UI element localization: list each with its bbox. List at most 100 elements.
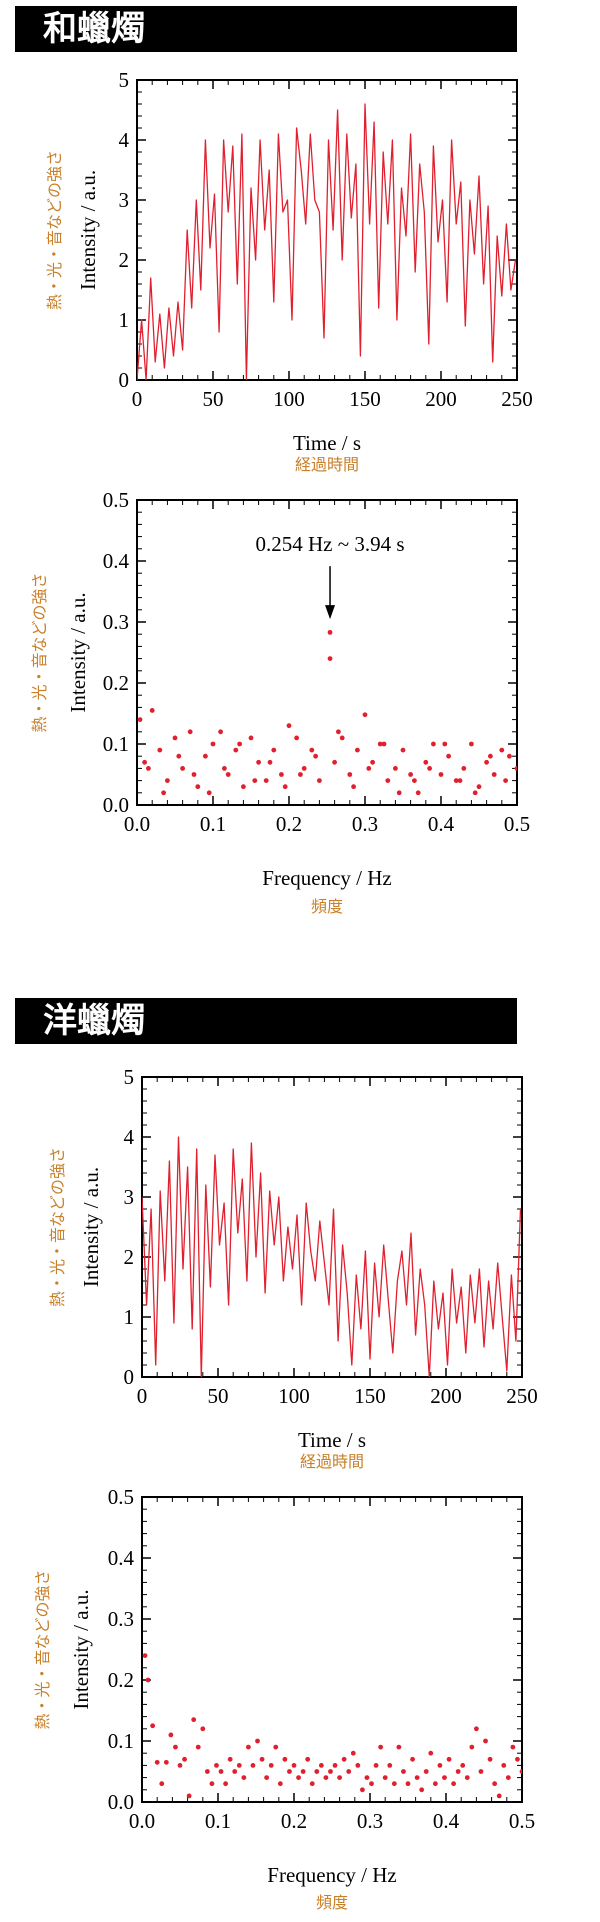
data-point [501, 1763, 507, 1768]
x-axis-label-jp: 頻度 [316, 1893, 348, 1912]
data-point [496, 1793, 502, 1799]
x-tick-label: 250 [506, 1384, 538, 1408]
data-point [505, 1775, 511, 1780]
data-point [296, 1775, 301, 1780]
y-tick-label: 2 [119, 248, 130, 272]
data-point [437, 1763, 443, 1768]
data-point [165, 778, 170, 783]
data-point [499, 747, 505, 753]
peak-arrow-head [325, 605, 336, 620]
data-point [282, 1756, 288, 1762]
x-axis-label-jp: 経過時間 [300, 1452, 364, 1471]
data-point [172, 735, 178, 741]
y-tick-label: 0.3 [103, 610, 129, 634]
series-line [142, 1136, 522, 1377]
data-point [209, 1781, 215, 1787]
x-axis-label: Time / s [298, 1428, 366, 1452]
x-axis-label: Time / s [293, 431, 361, 455]
data-point [286, 723, 292, 729]
y-tick-label: 0.0 [108, 1790, 134, 1814]
data-point [400, 747, 406, 753]
data-point [186, 1793, 192, 1799]
data-point [469, 1744, 475, 1750]
x-tick-label: 0.2 [276, 812, 302, 836]
data-point [483, 1738, 488, 1744]
data-point [355, 747, 360, 753]
data-point [218, 1769, 224, 1774]
data-point [507, 753, 512, 759]
x-tick-label: 200 [430, 1384, 462, 1408]
data-point [327, 629, 333, 635]
section-title-japanese-candle: 和蠟燭 [15, 6, 517, 52]
y-tick-label: 1 [119, 308, 130, 332]
data-point [514, 766, 517, 771]
y-axis-label-jp: 熱・光・音などの強さ [30, 572, 49, 732]
x-tick-label: 200 [425, 387, 457, 411]
data-point [369, 1781, 374, 1787]
data-point [460, 1763, 466, 1768]
data-point [355, 1763, 361, 1768]
data-point [492, 1781, 498, 1787]
x-axis-label: Frequency / Hz [267, 1863, 396, 1887]
data-point [457, 778, 463, 783]
x-tick-label: 50 [208, 1384, 229, 1408]
data-point [373, 1763, 379, 1768]
data-point [476, 784, 482, 790]
y-tick-label: 0 [119, 368, 130, 392]
x-tick-label: 0.3 [357, 1809, 383, 1833]
data-point [227, 1756, 233, 1762]
data-point [298, 772, 303, 777]
data-point [415, 790, 421, 796]
data-point [472, 790, 478, 796]
data-point [360, 1787, 365, 1793]
y-tick-label: 0.2 [103, 671, 129, 695]
data-point [332, 759, 337, 765]
data-point [191, 772, 197, 777]
data-point [145, 1677, 151, 1683]
y-tick-label: 1 [124, 1305, 135, 1329]
y-tick-label: 0.1 [103, 732, 129, 756]
data-point [191, 1717, 197, 1723]
data-point [378, 1744, 384, 1750]
data-point [431, 741, 436, 747]
data-point [294, 735, 299, 741]
data-point [503, 778, 508, 783]
data-point [427, 766, 432, 771]
data-point [455, 1769, 461, 1774]
y-tick-label: 0.0 [103, 793, 129, 817]
data-point [176, 753, 182, 759]
y-axis-label: Intensity / a.u. [79, 1167, 103, 1287]
plot-area [142, 1136, 522, 1377]
data-point [313, 753, 318, 759]
data-point [408, 772, 413, 777]
data-point [195, 1744, 201, 1750]
data-point [223, 1781, 229, 1787]
x-tick-label: 100 [278, 1384, 310, 1408]
data-point [301, 766, 307, 771]
data-point [337, 1775, 342, 1780]
data-point [405, 1781, 411, 1787]
data-point [154, 1759, 160, 1765]
data-point [142, 1653, 148, 1658]
y-axis-label: Intensity / a.u. [66, 592, 90, 712]
x-axis-label-jp: 頻度 [311, 897, 343, 916]
data-point [438, 772, 444, 777]
x-tick-label: 0.1 [200, 812, 226, 836]
data-point [241, 1775, 247, 1780]
data-point [366, 766, 372, 771]
x-tick-label: 250 [501, 387, 533, 411]
data-point [300, 1769, 306, 1774]
y-tick-label: 4 [119, 128, 130, 152]
data-point [469, 741, 474, 747]
data-point [314, 1769, 320, 1774]
data-point [351, 784, 356, 790]
data-point [442, 741, 448, 747]
x-tick-label: 150 [354, 1384, 386, 1408]
y-tick-label: 5 [119, 68, 130, 92]
data-point [195, 784, 201, 790]
data-point [259, 1756, 265, 1762]
data-point [412, 778, 417, 783]
data-point [210, 741, 216, 747]
data-point [393, 766, 398, 771]
